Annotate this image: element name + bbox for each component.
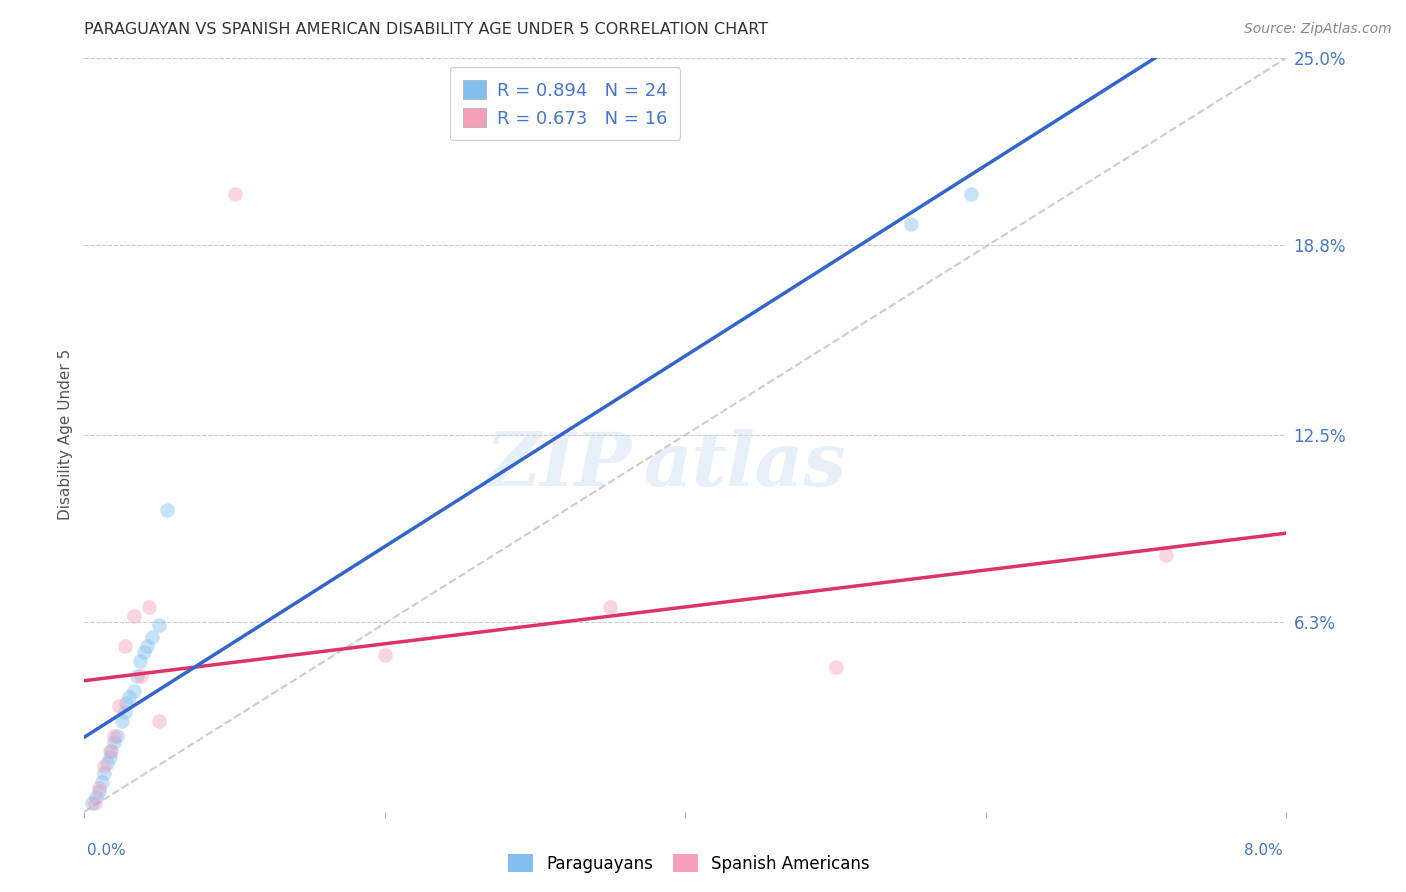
Point: [114, 705, 136, 719]
Point: [148, 617, 170, 632]
Point: [125, 669, 148, 683]
Legend: Paraguayans, Spanish Americans: Paraguayans, Spanish Americans: [501, 847, 877, 880]
Point: [93, 759, 115, 773]
Point: [107, 730, 129, 744]
Point: [141, 630, 163, 644]
Point: [98, 750, 121, 764]
Point: [93, 765, 115, 780]
Point: [129, 654, 152, 668]
Point: [122, 608, 145, 623]
Point: [374, 648, 396, 662]
Point: [91, 774, 114, 789]
Point: [138, 599, 160, 614]
Point: [98, 744, 121, 758]
Text: PARAGUAYAN VS SPANISH AMERICAN DISABILITY AGE UNDER 5 CORRELATION CHART: PARAGUAYAN VS SPANISH AMERICAN DISABILIT…: [84, 22, 769, 37]
Point: [111, 714, 134, 729]
Text: atlas: atlas: [644, 429, 846, 501]
Point: [148, 714, 170, 729]
Point: [1156, 549, 1178, 563]
Point: [122, 684, 145, 698]
Y-axis label: Disability Age Under 5: Disability Age Under 5: [58, 350, 73, 520]
Point: [134, 645, 156, 659]
Point: [824, 660, 846, 674]
Point: [89, 783, 111, 797]
Point: [80, 796, 103, 810]
Point: [103, 730, 125, 744]
Point: [86, 789, 108, 804]
Point: [131, 669, 153, 683]
Point: [96, 756, 118, 771]
Point: [114, 639, 136, 653]
Point: [136, 639, 159, 653]
Text: Source: ZipAtlas.com: Source: ZipAtlas.com: [1244, 22, 1392, 37]
Point: [900, 217, 922, 231]
Point: [103, 735, 125, 749]
Text: 8.0%: 8.0%: [1243, 843, 1282, 858]
Point: [118, 690, 141, 705]
Point: [115, 696, 138, 710]
Point: [960, 186, 983, 201]
Point: [89, 780, 111, 795]
Point: [100, 744, 122, 758]
Legend: R = 0.894   N = 24, R = 0.673   N = 16: R = 0.894 N = 24, R = 0.673 N = 16: [450, 67, 681, 140]
Text: 0.0%: 0.0%: [87, 843, 127, 858]
Point: [224, 186, 246, 201]
Point: [108, 699, 131, 714]
Text: ZIP: ZIP: [485, 429, 631, 501]
Point: [156, 503, 179, 517]
Point: [83, 796, 105, 810]
Point: [599, 599, 621, 614]
